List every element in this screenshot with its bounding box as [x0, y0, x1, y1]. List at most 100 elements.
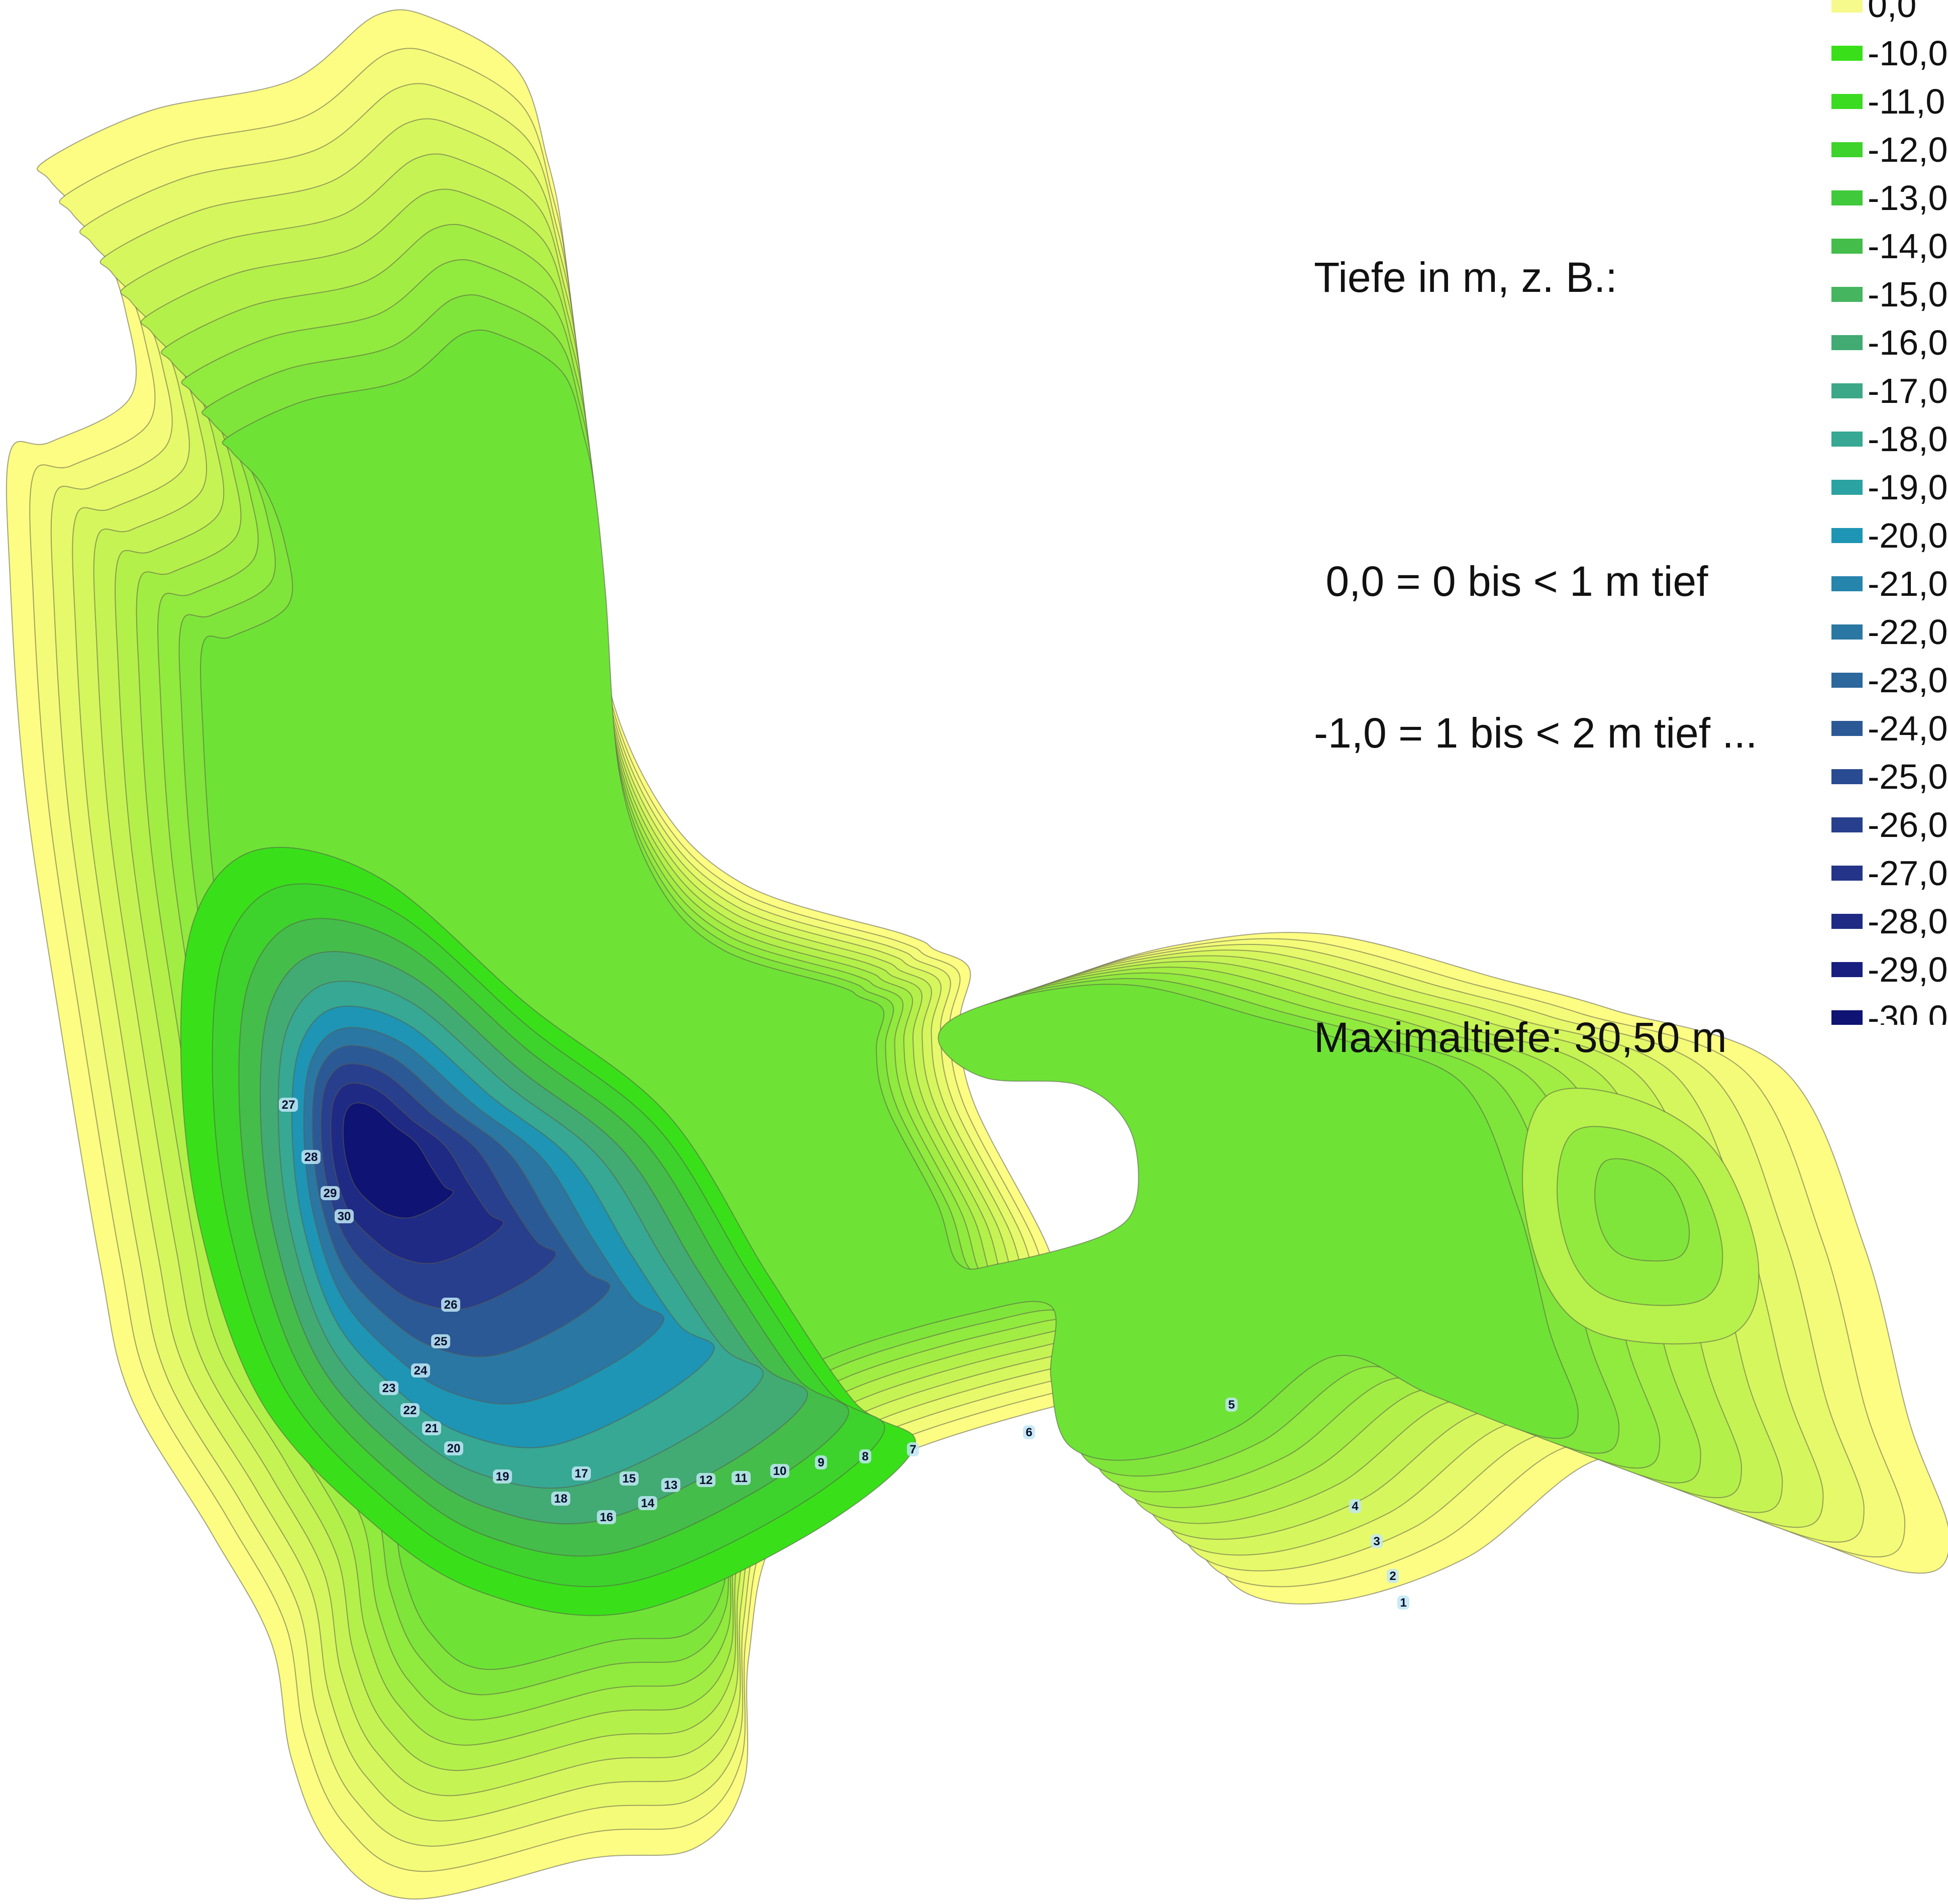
legend-item: -18,0 [1831, 415, 1948, 463]
legend-label: -28,0 [1868, 902, 1948, 941]
depth-marker: 16 [597, 1510, 616, 1524]
depth-marker-label: 10 [773, 1464, 787, 1478]
legend-label: -26,0 [1868, 805, 1948, 844]
info-line-title: Tiefe in m, z. B.: [1314, 253, 1617, 301]
depth-marker-label: 30 [338, 1210, 351, 1223]
legend-swatch [1831, 624, 1863, 640]
depth-marker-label: 25 [434, 1335, 448, 1348]
legend-item: -28,0 [1831, 897, 1948, 945]
legend-item: -19,0 [1831, 463, 1948, 511]
depth-marker-badge [859, 1449, 871, 1463]
depth-marker-badge [379, 1381, 398, 1395]
legend-label: -20,0 [1868, 516, 1948, 555]
legend-item: -13,0 [1831, 174, 1948, 222]
legend-swatch [1831, 142, 1863, 157]
legend-swatch [1831, 480, 1863, 495]
depth-marker-label: 5 [1228, 1398, 1235, 1412]
depth-marker: 11 [732, 1471, 751, 1485]
legend-item: -26,0 [1831, 801, 1948, 849]
legend-label: -29,0 [1868, 950, 1948, 989]
depth-marker: 3 [1371, 1534, 1383, 1548]
depth-marker-badge [411, 1363, 430, 1378]
legend-item: -21,0 [1831, 560, 1948, 608]
depth-marker: 1 [1397, 1596, 1409, 1610]
legend-label: -18,0 [1868, 419, 1948, 459]
depth-marker-badge [301, 1150, 321, 1164]
legend-swatch [1831, 914, 1863, 929]
legend-swatch [1831, 866, 1863, 881]
legend-label: -24,0 [1868, 709, 1948, 748]
depth-marker-label: 20 [447, 1442, 461, 1455]
depth-zone [342, 1102, 454, 1219]
depth-marker-badge [815, 1455, 827, 1469]
depth-marker: 21 [422, 1421, 441, 1435]
depth-marker-label: 21 [425, 1422, 439, 1435]
depth-marker-label: 17 [575, 1467, 588, 1480]
legend-item: -29,0 [1831, 945, 1948, 994]
depth-marker-label: 2 [1389, 1569, 1396, 1583]
depth-marker-label: 29 [324, 1187, 337, 1200]
legend-label: -15,0 [1868, 275, 1948, 314]
legend-item: -11,0 [1831, 77, 1945, 126]
depth-marker-badge [638, 1496, 657, 1510]
depth-marker-label: 23 [382, 1382, 396, 1395]
depth-marker: 17 [572, 1466, 591, 1480]
depth-marker-badge [620, 1471, 639, 1486]
depth-marker-badge [572, 1466, 591, 1480]
legend-label: -25,0 [1868, 757, 1948, 796]
legend-swatch [1831, 287, 1863, 302]
depth-marker: 18 [551, 1492, 570, 1506]
legend-label: -16,0 [1868, 323, 1948, 362]
legend-item: -16,0 [1831, 319, 1948, 367]
depth-marker-label: 16 [600, 1511, 613, 1524]
depth-marker-label: 4 [1352, 1500, 1359, 1513]
legend-label: -12,0 [1868, 130, 1948, 169]
depth-marker-label: 15 [623, 1472, 636, 1486]
depth-marker-badge [321, 1186, 340, 1200]
depth-marker-label: 8 [862, 1450, 868, 1463]
depth-marker-badge [444, 1441, 463, 1455]
legend-swatch [1831, 817, 1863, 832]
legend-item: -12,0 [1831, 126, 1948, 174]
legend-label: -11,0 [1868, 82, 1945, 121]
legend-item: -10,0 [1831, 29, 1948, 77]
legend-item: -14,0 [1831, 222, 1948, 270]
legend-label: -27,0 [1868, 854, 1948, 893]
depth-marker-label: 3 [1373, 1535, 1380, 1548]
info-line-blank [1314, 404, 1757, 455]
legend-label: -21,0 [1868, 564, 1948, 603]
legend-swatch [1831, 383, 1863, 398]
depth-marker: 20 [444, 1441, 463, 1455]
depth-marker: 19 [493, 1469, 512, 1484]
depth-marker-badge [441, 1298, 460, 1312]
depth-marker-label: 7 [909, 1443, 916, 1456]
depth-marker: 12 [696, 1473, 715, 1487]
legend-swatch [1831, 962, 1863, 977]
depth-marker-label: 22 [403, 1404, 417, 1417]
depth-marker-label: 11 [735, 1471, 747, 1485]
depth-marker: 24 [411, 1363, 430, 1378]
legend-item: -22,0 [1831, 608, 1948, 656]
legend-item: -17,0 [1831, 367, 1948, 415]
depth-marker: 7 [907, 1442, 919, 1456]
legend-swatch [1831, 432, 1863, 447]
depth-marker: 22 [400, 1403, 420, 1417]
depth-marker-badge [696, 1473, 715, 1487]
depth-marker: 29 [321, 1186, 340, 1200]
depth-marker-badge [335, 1209, 354, 1223]
depth-marker: 26 [441, 1298, 460, 1312]
depth-marker-badge [431, 1334, 450, 1348]
depth-marker-label: 24 [414, 1364, 428, 1378]
depth-marker-badge [597, 1510, 616, 1524]
legend-swatch [1831, 0, 1863, 13]
legend-item: 0,0 [1831, 0, 1916, 29]
legend-swatch [1831, 576, 1863, 591]
info-line-example-1: 0,0 = 0 bis < 1 m tief [1314, 557, 1708, 605]
depth-marker-label: 28 [304, 1150, 318, 1164]
depth-marker-badge [1387, 1569, 1399, 1583]
legend-swatch [1831, 46, 1863, 61]
legend-item: -23,0 [1831, 656, 1948, 704]
legend-item: -24,0 [1831, 704, 1948, 753]
depth-marker: 15 [620, 1471, 639, 1486]
